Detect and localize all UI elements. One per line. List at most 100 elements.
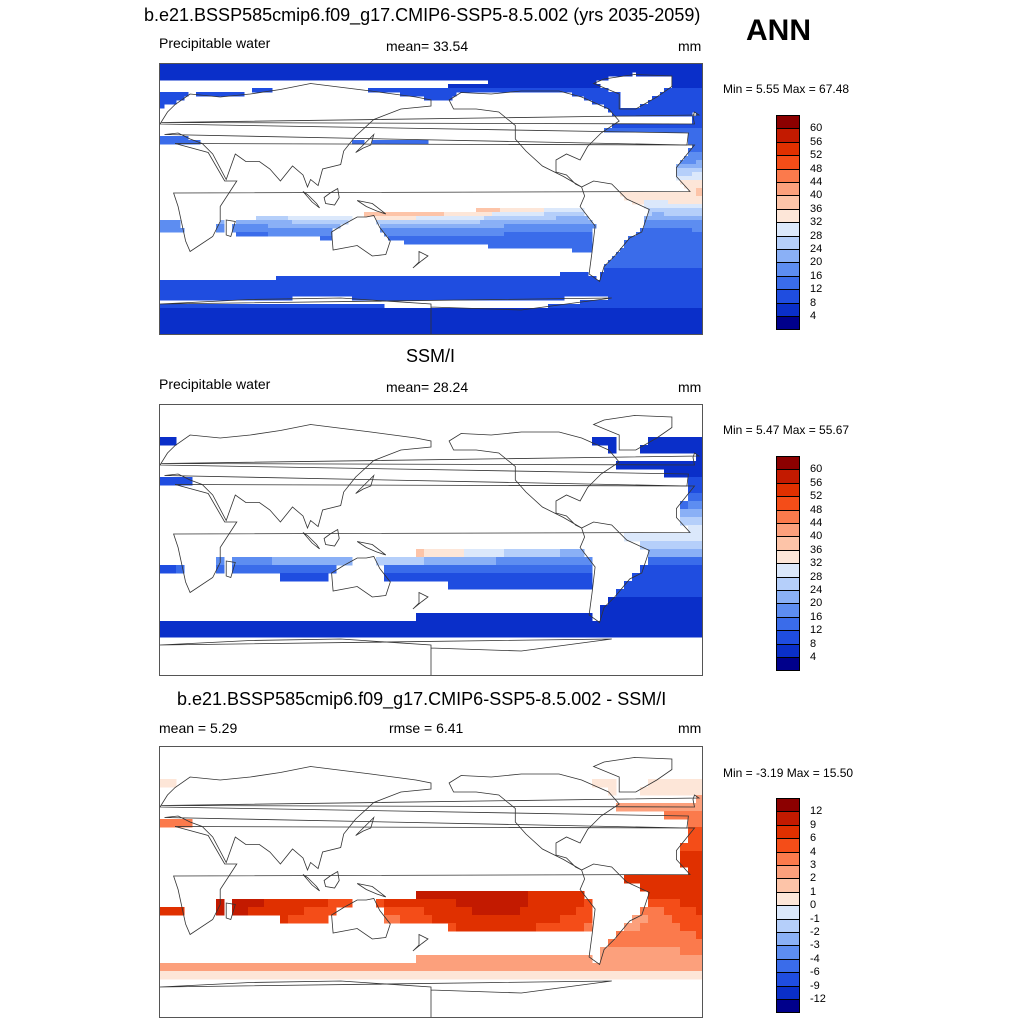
field-cell (680, 240, 685, 245)
field-cell (680, 88, 685, 93)
field-cell (464, 629, 473, 638)
field-cell (224, 292, 229, 297)
field-cell (180, 308, 185, 313)
field-cell (588, 332, 593, 334)
field-cell (288, 915, 297, 924)
field-cell (432, 971, 441, 980)
field-cell (460, 316, 465, 321)
field-cell (688, 88, 693, 93)
field-cell (632, 320, 637, 325)
field-cell (260, 68, 265, 73)
field-cell (464, 228, 469, 233)
field-cell (632, 533, 641, 542)
field-cell (284, 72, 289, 77)
field-cell (696, 811, 702, 820)
field-cell (700, 168, 702, 173)
field-cell (696, 328, 701, 333)
field-cell (280, 284, 285, 289)
field-cell (248, 292, 253, 297)
field-cell (584, 328, 589, 333)
field-cell (596, 312, 601, 317)
field-cell (624, 124, 629, 129)
field-cell (576, 573, 585, 582)
field-cell (332, 224, 337, 229)
field-cell (668, 284, 673, 289)
field-cell (644, 248, 649, 253)
field-cell (196, 320, 201, 325)
field-cell (680, 160, 685, 165)
field-cell (256, 621, 265, 630)
field-cell (668, 332, 673, 334)
field-cell (168, 296, 173, 301)
field-cell (304, 899, 313, 908)
field-cell (368, 332, 373, 334)
field-cell (384, 72, 389, 77)
field-cell (292, 304, 297, 309)
field-cell (324, 228, 329, 233)
field-cell (520, 72, 525, 77)
field-cell (692, 100, 697, 105)
field-cell (312, 907, 321, 916)
field-cell (268, 328, 273, 333)
field-cell (652, 328, 657, 333)
field-cell (160, 136, 165, 141)
field-cell (584, 629, 593, 638)
field-cell (672, 915, 681, 924)
field-cell (468, 328, 473, 333)
field-cell (512, 292, 517, 297)
field-cell (664, 883, 673, 892)
field-cell (616, 100, 621, 105)
field-cell (452, 332, 457, 334)
field-cell (476, 308, 481, 313)
field-cell (512, 232, 517, 237)
field-cell (592, 68, 597, 73)
field-cell (336, 284, 341, 289)
field-cell (388, 220, 393, 225)
field-cell (404, 88, 409, 93)
field-cell (540, 228, 545, 233)
field-cell (472, 280, 477, 285)
field-cell (416, 64, 421, 69)
field-cell (328, 308, 333, 313)
field-cell (684, 88, 689, 93)
field-cell (268, 280, 273, 285)
field-cell (480, 284, 485, 289)
field-cell (160, 92, 165, 97)
field-cell (356, 288, 361, 293)
panel-3-units-label: mm (678, 720, 702, 736)
field-cell (604, 304, 609, 309)
field-cell (256, 232, 261, 237)
field-cell (640, 232, 645, 237)
field-cell (376, 971, 385, 980)
field-cell (576, 308, 581, 313)
field-cell (656, 308, 661, 313)
coastline (331, 215, 391, 257)
field-cell (360, 621, 369, 630)
field-cell (428, 64, 433, 69)
field-cell (512, 891, 521, 900)
field-cell (696, 316, 701, 321)
field-cell (308, 316, 313, 321)
field-cell (620, 260, 625, 265)
field-cell (528, 308, 533, 313)
field-cell (388, 72, 393, 77)
field-cell (444, 276, 449, 281)
field-cell (264, 284, 269, 289)
field-cell (700, 312, 702, 317)
field-cell (400, 324, 405, 329)
field-cell (672, 288, 677, 293)
field-cell (596, 88, 601, 93)
field-cell (376, 324, 381, 329)
field-cell (384, 565, 393, 574)
field-cell (244, 296, 249, 301)
field-cell (612, 288, 617, 293)
field-cell (656, 565, 665, 574)
field-cell (196, 72, 201, 77)
field-cell (632, 328, 637, 333)
field-cell (616, 268, 621, 273)
field-cell (440, 288, 445, 293)
field-cell (480, 557, 489, 566)
field-cell (680, 128, 685, 133)
field-cell (672, 232, 677, 237)
field-cell (436, 240, 441, 245)
